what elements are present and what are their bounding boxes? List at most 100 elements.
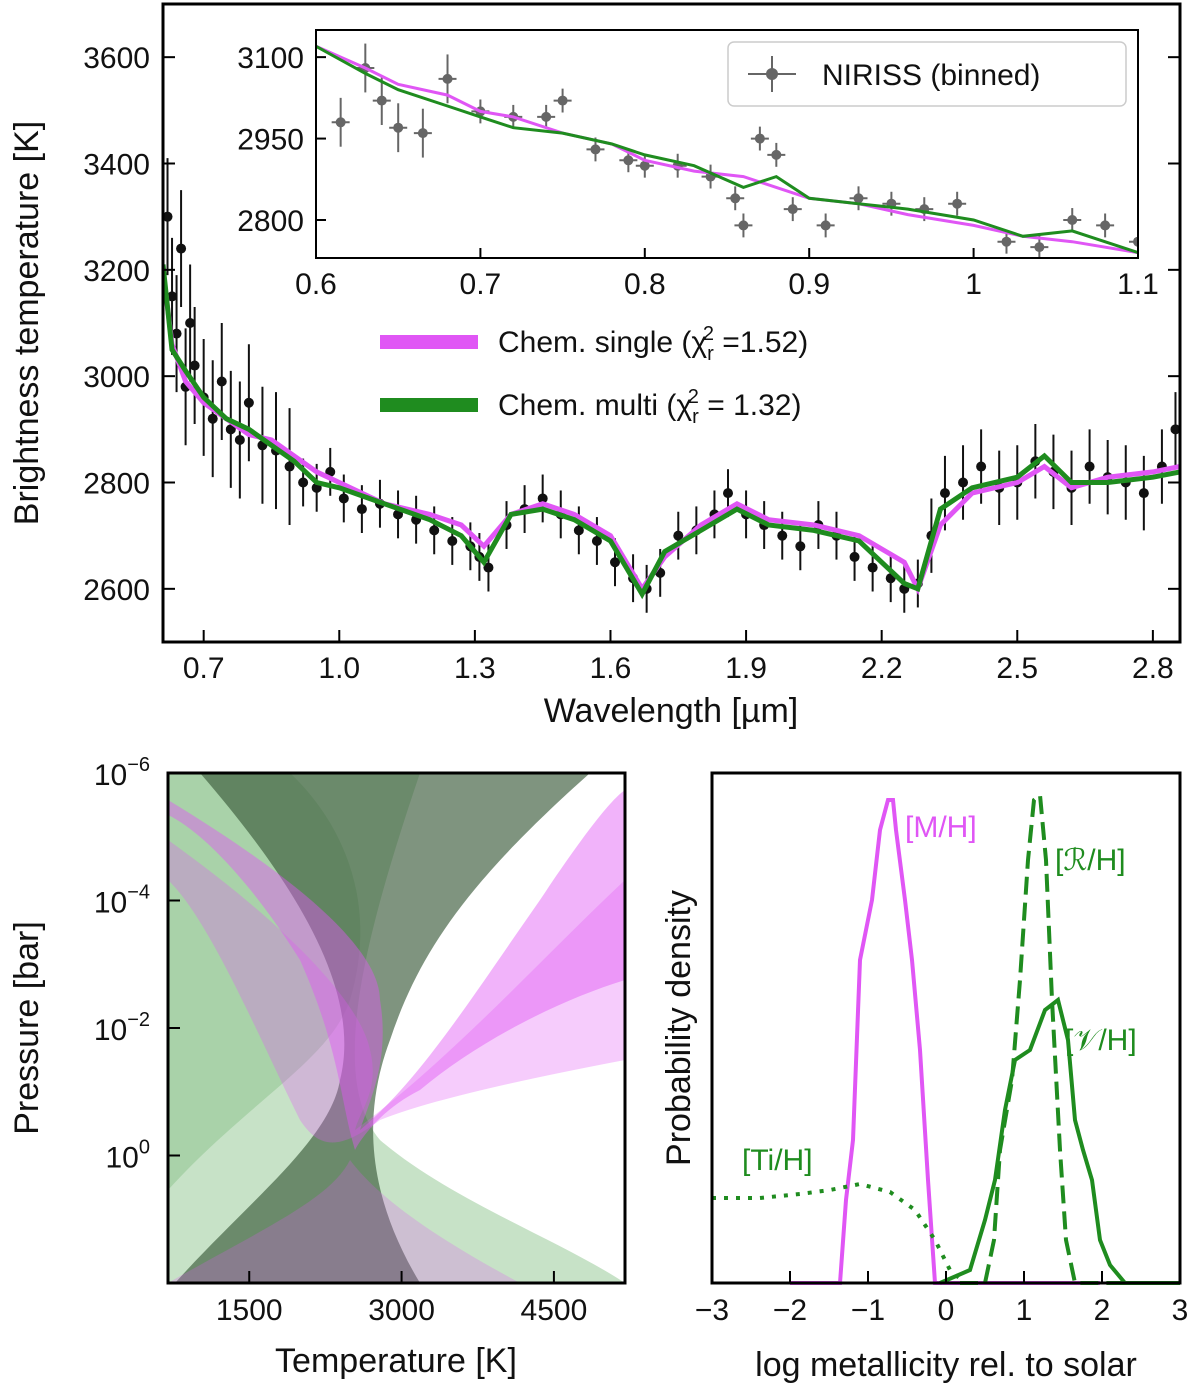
inset-x-tick-label: 0.6 — [295, 268, 337, 301]
inset-model-lines — [316, 44, 1138, 255]
inset-point — [376, 95, 387, 106]
met-x-tick-label: 0 — [938, 1294, 955, 1327]
inset-model-line-multi — [316, 44, 1138, 255]
inset-x-ticks: 0.6 0.7 0.8 0.9 1 1.1 — [295, 248, 1159, 301]
inset-panel: 0.6 0.7 0.8 0.9 1 1.1 2800 2950 3100 NIRISS (bi… — [237, 29, 1159, 301]
data-point — [939, 488, 950, 499]
data-point — [176, 243, 187, 254]
pt-y-tick-label: 10−2 — [94, 1009, 150, 1047]
inset-point — [1067, 215, 1078, 225]
inset-point — [853, 193, 864, 204]
spectrum-x-label: Wavelength [µm] — [544, 692, 799, 730]
inset-border — [315, 29, 1139, 259]
data-point — [849, 551, 860, 562]
pt-band-multi-outer — [168, 773, 625, 1283]
y-tick-label: 3400 — [83, 149, 150, 182]
inset-point — [417, 128, 428, 139]
inset-point — [623, 155, 634, 166]
x-tick-label: 0.7 — [183, 652, 225, 685]
inset-point — [442, 73, 453, 84]
data-point — [284, 461, 295, 472]
legend-label-niriss: NIRISS (binned) — [822, 59, 1040, 92]
inset-x-tick-label: 0.9 — [788, 268, 830, 301]
metallicity-x-ticks: −3 −2 −1 0 1 2 3 — [695, 1271, 1188, 1327]
pt-band-overlap — [175, 773, 590, 1283]
inset-point — [639, 160, 650, 171]
data-point — [298, 477, 309, 488]
inset-point — [771, 149, 782, 160]
data-point — [167, 291, 178, 302]
pt-x-tick-label: 1500 — [216, 1294, 283, 1327]
y-tick-label: 3600 — [83, 42, 150, 75]
inset-y-tick-label: 2950 — [237, 124, 304, 157]
data-point — [1138, 488, 1149, 499]
spectrum-axes-frame — [161, 2, 1182, 644]
data-point — [447, 535, 458, 546]
data-point — [573, 525, 584, 536]
data-point — [976, 461, 987, 472]
pt-bands — [168, 773, 625, 1283]
data-point — [163, 211, 173, 222]
spectrum-x-ticks: 0.7 1.0 1.3 1.6 1.9 2.2 2.5 2.8 — [183, 630, 1174, 685]
inset-point — [787, 204, 798, 215]
inset-point — [754, 133, 765, 144]
inset-point — [1001, 236, 1012, 247]
data-point — [1084, 461, 1095, 472]
pt-y-label: Pressure [bar] — [8, 921, 46, 1135]
data-point — [610, 557, 620, 568]
data-point — [234, 434, 245, 445]
inset-x-tick-label: 1 — [965, 268, 982, 301]
inset-legend-box — [727, 41, 1127, 107]
data-point — [795, 541, 806, 552]
spectrum-legend: Chem. single (χr2 =1.52) Chem. multi (χr… — [380, 323, 808, 428]
inset-x-tick-label: 0.8 — [624, 268, 666, 301]
spectrum-y-ticks: 2600 2800 3000 3200 3400 3600 — [83, 42, 1180, 607]
legend-label-multi: Chem. multi (χr2 = 1.32) — [498, 386, 801, 428]
inset-point — [952, 198, 963, 209]
inset-x-tick-label: 1.1 — [1117, 268, 1159, 301]
x-tick-label: 1.0 — [318, 652, 360, 685]
data-point — [723, 488, 733, 499]
pt-y-tick-label: 10−4 — [94, 882, 150, 920]
x-tick-label: 2.5 — [996, 652, 1038, 685]
inset-point — [393, 122, 404, 133]
y-tick-label: 3000 — [83, 361, 150, 394]
inset-y-tick-label: 3100 — [237, 42, 304, 75]
inset-y-tick-label: 2800 — [237, 205, 304, 238]
inset-point — [557, 95, 568, 106]
model-line-single — [163, 269, 1180, 596]
data-point — [216, 376, 227, 387]
met-x-tick-label: 2 — [1094, 1294, 1111, 1327]
met-x-tick-label: −2 — [773, 1294, 807, 1327]
metallicity-x-label: log metallicity rel. to solar — [755, 1346, 1137, 1384]
pt-x-ticks: 1500 3000 4500 — [216, 1271, 587, 1327]
inset-point — [590, 144, 601, 155]
x-tick-label: 1.3 — [454, 652, 496, 685]
met-x-tick-label: −1 — [851, 1294, 885, 1327]
model-line-multi — [163, 264, 1180, 600]
annotation-ti-h: [Ti/H] — [742, 1144, 813, 1177]
metallicity-panel: −3 −2 −1 0 1 2 3 [M/H] [ℛ/H] [𝒱/H] [Ti/H] log … — [660, 771, 1188, 1384]
pt-profile-panel: 1500 3000 4500 10−6 10−4 10−2 100 Temperature… — [8, 754, 627, 1380]
annotation-m-h: [M/H] — [905, 811, 977, 844]
inset-point — [820, 220, 831, 231]
y-tick-label: 2600 — [83, 574, 150, 607]
y-tick-label: 2800 — [83, 468, 150, 501]
annotation-v-h: [𝒱/H] — [1065, 1024, 1137, 1057]
data-point — [243, 397, 254, 408]
met-x-tick-label: 3 — [1172, 1294, 1189, 1327]
met-x-tick-label: 1 — [1016, 1294, 1033, 1327]
data-point — [537, 493, 548, 504]
data-point — [356, 504, 367, 515]
model-lines — [163, 264, 1180, 600]
hist-metallicity-single — [790, 798, 1100, 1285]
y-tick-label: 3200 — [83, 255, 150, 288]
data-point — [338, 493, 349, 504]
pt-band-single-deep — [168, 1160, 520, 1283]
hist-metallicity-volatile — [939, 996, 1180, 1285]
pt-x-label: Temperature [K] — [275, 1342, 517, 1380]
pt-y-ticks: 10−6 10−4 10−2 100 — [94, 754, 180, 1175]
data-point — [673, 530, 684, 541]
pt-x-tick-label: 4500 — [521, 1294, 588, 1327]
